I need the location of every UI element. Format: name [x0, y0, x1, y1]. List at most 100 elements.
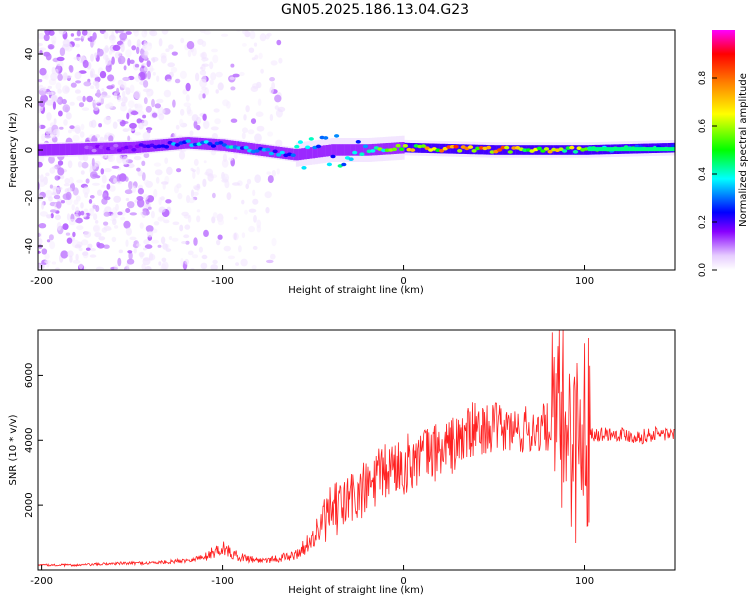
- spectrogram-band-core: [578, 145, 582, 155]
- spectrogram-ridge-blob: [391, 147, 398, 152]
- spectrogram-band-core: [363, 144, 367, 156]
- spectrogram-ridge-blob: [305, 145, 311, 150]
- spectrogram-noise-blob: [66, 237, 73, 244]
- spectrogram-ridge-blob: [290, 153, 296, 157]
- spectrogram-noise-blob: [48, 30, 55, 36]
- spectrogram-ridge-blob: [439, 149, 445, 153]
- spectrogram-noise-blob: [269, 86, 274, 94]
- spectrogram-band-core: [276, 146, 280, 159]
- spectrogram-noise-blob: [144, 266, 152, 270]
- spectrogram-noise-blob: [269, 114, 274, 121]
- spectrogram-noise-blob: [201, 86, 207, 91]
- spectrogram-band-core: [190, 137, 193, 149]
- spectrogram-noise-blob: [141, 263, 146, 270]
- spectrogram-noise-blob: [203, 229, 209, 237]
- spectrogram-noise-blob: [96, 89, 101, 98]
- spectrogram-noise-blob: [94, 232, 102, 238]
- spectrogram-noise-blob: [92, 224, 101, 233]
- spectrogram-noise-blob: [90, 248, 96, 252]
- spectrogram-noise-blob: [251, 264, 257, 270]
- spectrogram-noise-blob: [113, 195, 122, 203]
- spectrogram-noise-blob: [278, 57, 283, 64]
- spectrogram-noise-blob: [38, 161, 43, 168]
- spectrogram-noise-blob: [65, 112, 72, 120]
- spectrogram-noise-blob: [271, 237, 277, 247]
- spectrogram-noise-blob: [180, 37, 185, 44]
- spectrogram-noise-blob: [164, 157, 169, 164]
- spectrogram-noise-blob: [51, 94, 58, 102]
- spectrogram-noise-blob: [78, 102, 85, 108]
- spectrogram-noise-blob: [142, 88, 151, 93]
- spectrogram-band-core: [309, 147, 313, 159]
- spectrogram-band-core: [415, 143, 419, 153]
- spectrogram-noise-blob: [153, 221, 160, 226]
- spectrogram-band-core: [502, 145, 506, 155]
- spectrogram-noise-blob: [118, 249, 124, 254]
- spectrogram-noise-blob: [149, 30, 158, 37]
- spectrogram-noise-blob: [39, 99, 45, 108]
- spectrogram-noise-blob: [193, 158, 199, 166]
- spectrogram-noise-blob: [61, 98, 67, 105]
- spectrogram-noise-blob: [125, 227, 132, 236]
- spectrogram-ridge-blob: [395, 143, 401, 148]
- spectrogram-band-core: [347, 144, 351, 156]
- spectrogram-band-core: [314, 146, 318, 158]
- snr-y-axis-label: SNR (10 * v/v): [8, 414, 19, 485]
- spectrogram-noise-blob: [89, 208, 95, 217]
- spectrogram-noise-blob: [199, 30, 206, 33]
- snr-series-line: [38, 330, 675, 568]
- spectrogram-ridge-blob: [207, 142, 213, 146]
- spectrogram-noise-blob: [185, 240, 190, 245]
- spectrogram-noise-blob: [57, 167, 65, 176]
- spectrogram-noise-blob: [212, 259, 218, 265]
- snr-x-tick-label: -100: [211, 576, 234, 587]
- spectrogram-noise-blob: [230, 86, 236, 91]
- spectrogram-noise-blob: [76, 30, 81, 37]
- spectrogram-noise-blob: [101, 88, 105, 92]
- spectrogram-noise-blob: [184, 224, 191, 230]
- spectrogram-noise-blob: [127, 39, 132, 47]
- spectrogram-ridge-blob: [467, 145, 474, 149]
- spectrogram-band-core: [485, 145, 489, 155]
- spectrogram-noise-blob: [64, 178, 70, 184]
- spectrogram-noise-blob: [103, 221, 109, 226]
- spectrogram-band-core: [515, 145, 519, 155]
- spectrogram-ridge-blob: [326, 162, 332, 167]
- spectrogram-ridge-blob: [174, 143, 180, 147]
- spectrogram-noise-blob: [123, 220, 131, 229]
- spectrogram-noise-blob: [80, 170, 85, 175]
- spectrogram-noise-blob: [162, 243, 168, 250]
- spectrogram-noise-blob: [117, 119, 123, 122]
- spectrogram-noise-blob: [96, 266, 102, 270]
- spectrogram-noise-blob: [143, 51, 148, 56]
- spectrogram-noise-blob: [134, 103, 143, 112]
- spectrogram-noise-blob: [211, 48, 218, 53]
- spectrogram-noise-blob: [210, 72, 217, 81]
- colorbar: 0.0 0.2 0.4 0.6 0.8 Normalized spectral ampl…: [698, 30, 749, 277]
- spectrogram-noise-blob: [81, 107, 90, 111]
- spectrogram-band-core: [295, 148, 299, 161]
- spectrogram-band-core: [252, 143, 256, 155]
- spectrogram-band-core: [46, 144, 49, 156]
- spectrogram-noise-blob: [157, 244, 162, 248]
- spectrogram-noise-blob: [227, 255, 235, 260]
- spectrogram-noise-blob: [127, 100, 135, 108]
- spectrogram-noise-blob: [179, 224, 184, 232]
- spectrogram-noise-blob: [114, 225, 119, 229]
- spectrogram-band-core: [469, 144, 473, 155]
- spectrogram-noise-blob: [128, 251, 133, 260]
- spectrogram-noise-blob: [146, 92, 152, 98]
- spectrogram-noise-blob: [75, 253, 79, 261]
- snr-x-ticks: -200 -100 0 100: [30, 565, 594, 587]
- spectrogram-noise-blob: [136, 118, 142, 124]
- spectrogram-ridge-blob: [496, 148, 503, 152]
- spectrogram-noise-blob: [212, 212, 218, 219]
- spectrogram-noise-blob: [191, 47, 197, 57]
- spectrogram-noise-blob: [45, 91, 54, 95]
- spectrogram-band-core: [57, 143, 60, 156]
- spectrogram-noise-blob: [161, 257, 167, 262]
- spectrogram-noise-blob: [154, 169, 163, 176]
- spectrogram-noise-blob: [157, 106, 164, 116]
- spectrogram-noise-blob: [71, 204, 75, 211]
- spectrogram-noise-blob: [64, 86, 70, 93]
